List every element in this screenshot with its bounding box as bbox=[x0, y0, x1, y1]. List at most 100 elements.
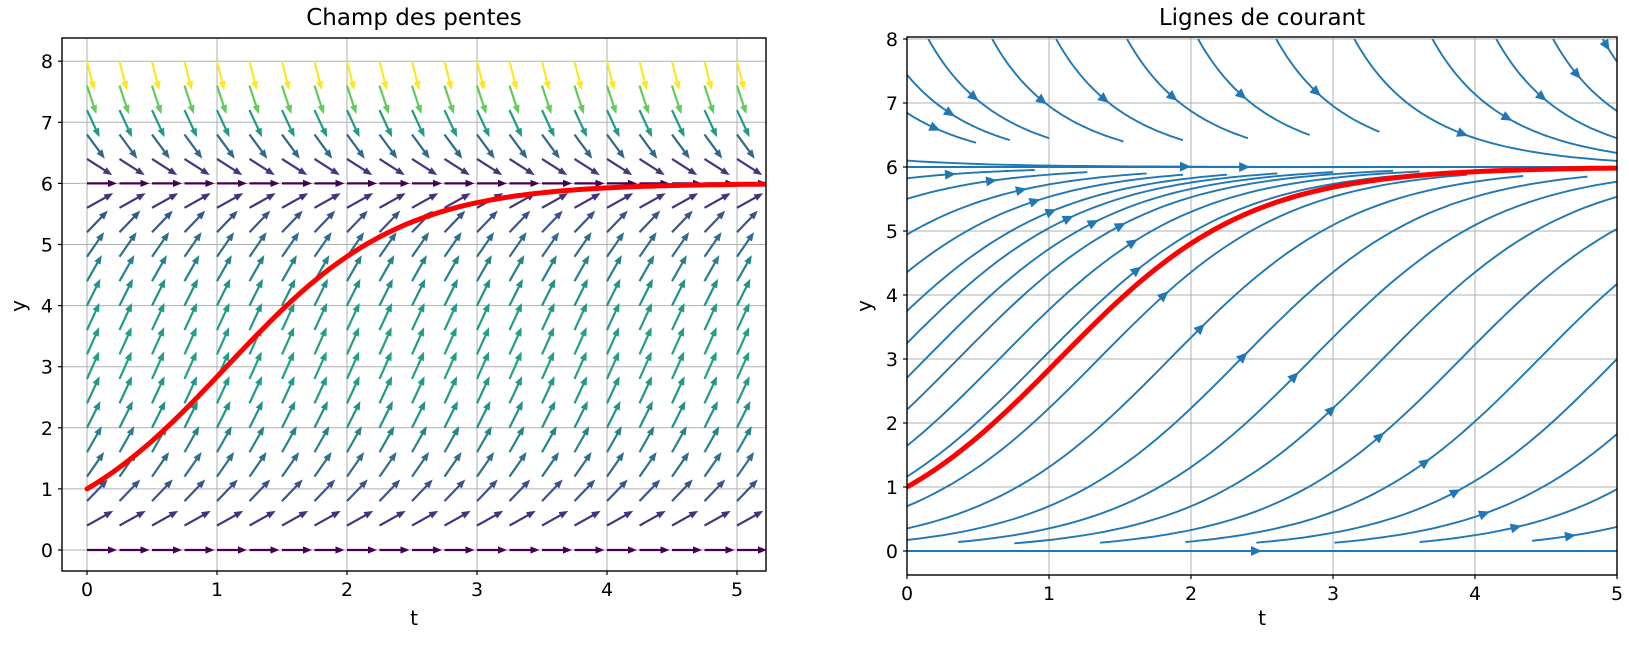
arrowhead bbox=[656, 193, 666, 201]
arrowhead bbox=[421, 149, 430, 159]
arrowhead bbox=[461, 510, 471, 519]
arrowhead bbox=[681, 452, 690, 462]
quiver-arrow bbox=[736, 512, 760, 527]
streamline bbox=[1014, 195, 1617, 545]
quiver-arrow bbox=[508, 235, 525, 258]
arrowhead bbox=[518, 452, 527, 462]
arrowhead bbox=[131, 479, 141, 489]
arrowhead bbox=[563, 179, 572, 187]
quiver-arrow bbox=[540, 60, 550, 86]
axis-spine bbox=[61, 37, 767, 572]
x-tick-label: 0 bbox=[81, 579, 93, 601]
arrowhead bbox=[92, 302, 100, 313]
arrowhead bbox=[163, 479, 173, 489]
quiver-arrow bbox=[313, 405, 327, 429]
quiver-arrow bbox=[411, 307, 424, 331]
quiver-arrow bbox=[118, 213, 138, 234]
x-tick-label: 1 bbox=[1043, 583, 1055, 605]
quiver-arrow bbox=[118, 259, 133, 282]
quiver-arrow bbox=[86, 430, 101, 453]
quiver-arrow bbox=[151, 235, 167, 258]
quiver-arrow bbox=[118, 283, 132, 307]
quiver-arrow bbox=[671, 283, 684, 307]
arrowhead bbox=[677, 127, 685, 138]
arrowhead bbox=[418, 400, 426, 411]
arrowhead bbox=[323, 452, 332, 462]
quiver-arrow bbox=[345, 331, 359, 355]
quiver-arrow bbox=[86, 213, 105, 234]
arrowhead bbox=[96, 149, 105, 159]
arrowhead bbox=[136, 193, 146, 201]
streamline bbox=[907, 169, 1394, 411]
arrowhead bbox=[547, 351, 555, 362]
quiver-arrow bbox=[638, 430, 653, 453]
quiver-arrow bbox=[216, 512, 240, 527]
arrowhead bbox=[92, 351, 100, 362]
quiver-arrow bbox=[410, 60, 420, 86]
arrowhead bbox=[224, 255, 232, 265]
arrowhead bbox=[382, 104, 390, 115]
arrowhead bbox=[255, 302, 263, 313]
quiver-arrow bbox=[281, 283, 294, 307]
quiver-arrow bbox=[638, 512, 662, 527]
quiver-arrow bbox=[735, 356, 749, 380]
quiver-arrow bbox=[183, 430, 198, 453]
axes-frame: 0 1 2 3 4 5 0 1 2 3 4 5 6 7 8 bbox=[41, 37, 767, 601]
quiver-arrow bbox=[151, 133, 168, 155]
arrowhead bbox=[688, 193, 699, 201]
quiver-arrow bbox=[606, 482, 625, 502]
arrowhead bbox=[228, 210, 238, 220]
quiver-arrow bbox=[638, 259, 653, 282]
arrowhead bbox=[125, 400, 133, 411]
arrowhead bbox=[623, 510, 634, 519]
arrowhead bbox=[1235, 352, 1248, 364]
quiver-arrow bbox=[541, 235, 557, 258]
quiver-arrow bbox=[703, 235, 720, 258]
arrowhead bbox=[966, 90, 979, 101]
arrowhead bbox=[742, 351, 750, 362]
quiver-arrow bbox=[541, 283, 554, 307]
arrowhead bbox=[386, 426, 395, 436]
arrowhead bbox=[482, 327, 490, 337]
arrowhead bbox=[433, 179, 442, 187]
quiver-arrow bbox=[248, 259, 263, 282]
arrowhead bbox=[419, 255, 427, 265]
quiver-arrow bbox=[411, 512, 435, 527]
quiver-arrow bbox=[118, 307, 131, 331]
arrowhead bbox=[515, 127, 523, 138]
quiver-arrow bbox=[411, 133, 428, 155]
quiver-arrow bbox=[313, 158, 336, 174]
arrowhead bbox=[711, 426, 720, 436]
arrowhead bbox=[558, 510, 569, 519]
arrowhead bbox=[447, 104, 455, 115]
right-yaxis-label: y bbox=[851, 300, 876, 312]
quiver-arrow bbox=[281, 194, 305, 209]
quiver-arrow bbox=[508, 158, 531, 174]
y-tick-label: 4 bbox=[41, 296, 53, 318]
left-plot-title: Champ des pentes bbox=[306, 5, 522, 31]
quiver-arrow bbox=[606, 109, 619, 133]
quiver-arrow bbox=[346, 512, 370, 527]
quiver-arrow bbox=[638, 158, 661, 174]
quiver-arrow bbox=[476, 455, 492, 478]
quiver-arrow bbox=[216, 482, 235, 502]
arrowhead bbox=[656, 510, 666, 519]
quiver-arrow bbox=[281, 109, 294, 133]
streamline bbox=[1334, 433, 1617, 544]
arrowhead bbox=[297, 167, 308, 176]
quiver-arrow bbox=[443, 194, 467, 209]
arrowhead bbox=[710, 127, 718, 138]
arrowhead bbox=[612, 327, 620, 337]
arrowhead bbox=[126, 255, 135, 265]
quiver-arrow bbox=[216, 455, 232, 478]
streamline bbox=[1495, 38, 1617, 140]
arrowhead bbox=[526, 510, 536, 519]
arrowhead bbox=[356, 452, 365, 462]
arrowhead bbox=[545, 104, 552, 115]
quiver-arrow bbox=[313, 85, 324, 110]
quiver-arrow bbox=[541, 158, 564, 174]
quiver-arrow bbox=[573, 283, 587, 307]
quiver-arrow bbox=[638, 455, 655, 478]
arrowhead bbox=[1086, 220, 1099, 230]
quiver-arrow bbox=[736, 259, 751, 282]
